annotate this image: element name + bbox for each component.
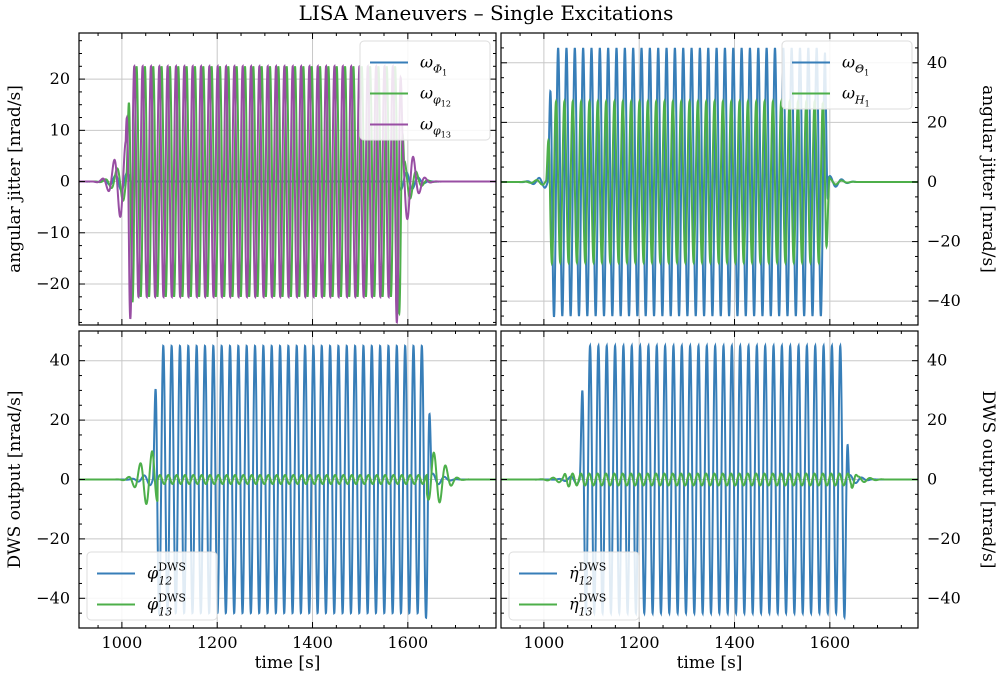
x-axis-label: time [s] [677,653,743,673]
panel-bottom-right: 1000 1200 1400 1600 −40 −20 0 20 40 DWS output [n… [500,330,997,673]
y-tick-label: −20 [927,232,961,251]
y-tick-label: −40 [927,588,961,607]
x-tick-label: 1000 [524,633,565,652]
x-tick-label: 1600 [387,633,428,652]
legend-entry: η̇12DWS [569,561,606,588]
legend: ωΦ1 ωφ12 ωφ13 [359,40,491,141]
legend-entry: ωΦ1 [420,53,447,78]
series-line-1 [79,450,496,506]
legend: η̇12DWS η̇13DWS [508,551,640,621]
legend-entry: ωφ13 [420,115,451,140]
y-tick-label: −40 [927,291,961,310]
y-tick-label: −40 [36,588,70,607]
y-tick-label: 20 [927,112,947,131]
y-tick-label: −20 [927,529,961,548]
panels: −20 −10 0 10 20 angular jitter [nrad/s] ωΦ1 ωφ1… [5,32,997,673]
y-tick-label: −20 [36,529,70,548]
x-tick-label: 1400 [714,633,755,652]
x-tick-label: 1200 [197,633,238,652]
x-tick-label: 1600 [809,633,850,652]
x-tick-label: 1000 [102,633,143,652]
y-axis-label: angular jitter [nrad/s] [5,85,25,273]
y-axis-label: angular jitter [nrad/s] [978,85,997,273]
x-axis-label: time [s] [255,653,321,673]
y-tick-label: 40 [50,351,70,370]
legend-entry: φ̇13DWS [147,592,186,619]
legend-entry: φ̇12DWS [147,561,186,588]
series-line-1 [501,98,918,267]
y-tick-label: 0 [60,172,70,191]
y-tick-label: −20 [36,274,70,293]
legend-entry: η̇13DWS [569,592,606,619]
legend-entry: ωΘ1 [842,53,869,78]
panel-top-left: −20 −10 0 10 20 angular jitter [nrad/s] ωΦ1 ωφ1… [5,32,497,326]
panel-bottom-left: 1000 1200 1400 1600 −40 −20 0 20 40 DWS output [n… [5,330,497,673]
y-tick-label: 20 [50,69,70,88]
legend-entry: ωH1 [842,84,870,109]
plot-frame [500,32,919,326]
legend-entry: ωφ12 [420,84,451,109]
x-tick-label: 1200 [619,633,660,652]
y-tick-label: 20 [50,410,70,429]
y-tick-label: 40 [927,351,947,370]
figure-title: LISA Maneuvers – Single Excitations [299,1,674,25]
y-tick-label: 0 [927,470,937,489]
series-line-2 [79,63,496,324]
y-axis-label: DWS output [nrad/s] [978,390,997,568]
plot-frame [78,32,497,326]
legend: φ̇12DWS φ̇13DWS [86,551,218,621]
y-tick-label: −10 [36,223,70,242]
y-axis-label: DWS output [nrad/s] [5,390,25,568]
y-tick-label: 10 [50,120,70,139]
x-tick-label: 1400 [292,633,333,652]
y-tick-label: 0 [927,172,937,191]
series-line-1 [501,472,918,489]
y-tick-label: 40 [927,53,947,72]
y-tick-label: 0 [60,470,70,489]
y-tick-label: 20 [927,410,947,429]
